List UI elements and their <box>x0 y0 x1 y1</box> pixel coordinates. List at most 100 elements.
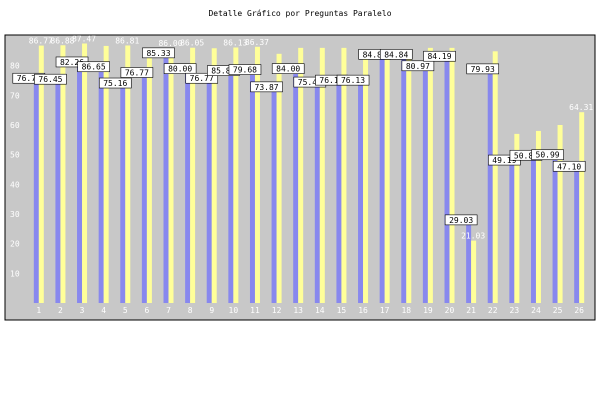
x-tick-label: 10 <box>229 306 239 315</box>
x-tick-label: 1 <box>36 306 41 315</box>
data-label: 79.93 <box>471 65 495 74</box>
bar <box>557 125 563 303</box>
bar <box>185 65 191 304</box>
data-label-box <box>466 63 500 75</box>
bar <box>579 112 585 303</box>
x-tick-label: 24 <box>531 306 541 315</box>
bar <box>228 67 234 303</box>
data-label-box <box>552 160 586 172</box>
bar <box>298 47 304 303</box>
x-tick-label: 7 <box>166 306 171 315</box>
data-label: 80.00 <box>168 65 192 74</box>
data-label: 50.99 <box>536 151 560 160</box>
x-tick-label: 20 <box>445 306 455 315</box>
bar <box>254 46 260 303</box>
bar <box>341 47 347 303</box>
data-label: 50.81 <box>514 151 538 160</box>
x-axis-ticks: 1 2 3 4 5 6 7 8 9 10 11 12 13 14 15 16 17 18 19 20 21 22 23 24 2… <box>36 306 584 315</box>
data-label: 29.03 <box>449 216 473 225</box>
bar <box>319 47 325 303</box>
data-label: 73.87 <box>255 83 279 92</box>
x-tick-label: 25 <box>553 306 563 315</box>
data-label: 49.19 <box>492 156 516 165</box>
bar <box>168 47 174 303</box>
bar <box>146 47 152 303</box>
bar <box>384 51 390 303</box>
data-label: 76.45 <box>38 75 62 84</box>
bar <box>206 75 212 304</box>
data-label: 86.13 <box>223 38 247 47</box>
data-label: 64.31 <box>569 103 593 112</box>
bar <box>60 45 66 303</box>
x-tick-label: 5 <box>123 306 128 315</box>
data-label-box <box>34 73 67 85</box>
bar <box>33 75 39 304</box>
data-label: 84.84 <box>363 50 387 59</box>
data-label-box <box>401 60 435 72</box>
x-tick-label: 15 <box>337 306 347 315</box>
data-label: 21.03 <box>461 232 485 241</box>
y-tick-label: 50 <box>10 151 20 160</box>
bar <box>190 47 196 303</box>
bar <box>336 77 342 303</box>
x-tick-label: 22 <box>488 306 498 315</box>
bar <box>77 58 83 303</box>
bars-group <box>33 43 585 304</box>
data-label: 84.00 <box>276 65 300 74</box>
bar <box>358 77 364 303</box>
bar <box>509 157 515 303</box>
x-tick-label: 18 <box>401 306 411 315</box>
data-label: 85.87 <box>211 67 235 76</box>
x-tick-label: 4 <box>101 306 106 315</box>
x-tick-label: 2 <box>58 306 63 315</box>
data-label: 76.77 <box>17 74 41 83</box>
bar <box>314 79 320 304</box>
bar <box>293 65 299 304</box>
data-label: 86.81 <box>115 36 139 45</box>
data-label-box <box>142 47 175 59</box>
data-label: 87.47 <box>72 35 96 44</box>
bar <box>444 53 450 304</box>
data-label: 76.77 <box>190 74 214 83</box>
data-label: 75.48 <box>298 78 322 87</box>
data-label: 82.26 <box>60 58 84 67</box>
y-tick-label: 20 <box>10 240 20 249</box>
bar <box>163 49 169 303</box>
bar <box>530 152 536 303</box>
data-label-box <box>228 64 262 75</box>
bar <box>38 45 44 303</box>
bar <box>574 163 580 303</box>
bar <box>492 51 498 303</box>
data-label: 84.19 <box>427 52 451 61</box>
data-label-box <box>77 61 110 73</box>
data-label: 75.16 <box>103 79 127 88</box>
y-tick-label: 60 <box>10 121 20 130</box>
data-label-box <box>423 50 456 62</box>
x-tick-label: 9 <box>209 306 214 315</box>
bar <box>233 47 239 303</box>
bar <box>427 47 433 303</box>
bar <box>141 69 147 303</box>
data-label-box <box>185 72 219 84</box>
x-tick-label: 23 <box>510 306 520 315</box>
bar <box>535 130 541 303</box>
x-tick-label: 12 <box>272 306 282 315</box>
data-label: 86.37 <box>245 38 269 47</box>
data-label-box <box>98 77 132 89</box>
data-label-box <box>163 63 197 74</box>
bar <box>466 216 472 303</box>
bar <box>401 51 407 303</box>
data-label-box <box>271 63 305 74</box>
data-labels-group: 76.77 86.77 76.45 86.88 82.26 87.47 86.65 75.16… <box>12 35 593 241</box>
bar <box>449 47 455 303</box>
data-label: 79.68 <box>233 66 257 75</box>
data-label-box <box>379 49 413 60</box>
data-label: 85.33 <box>146 49 170 58</box>
bar <box>406 51 412 303</box>
x-tick-label: 17 <box>380 306 390 315</box>
bar <box>120 80 126 303</box>
x-tick-label: 8 <box>188 306 193 315</box>
data-label: 86.88 <box>50 36 74 45</box>
data-label: 76.77 <box>125 68 149 77</box>
